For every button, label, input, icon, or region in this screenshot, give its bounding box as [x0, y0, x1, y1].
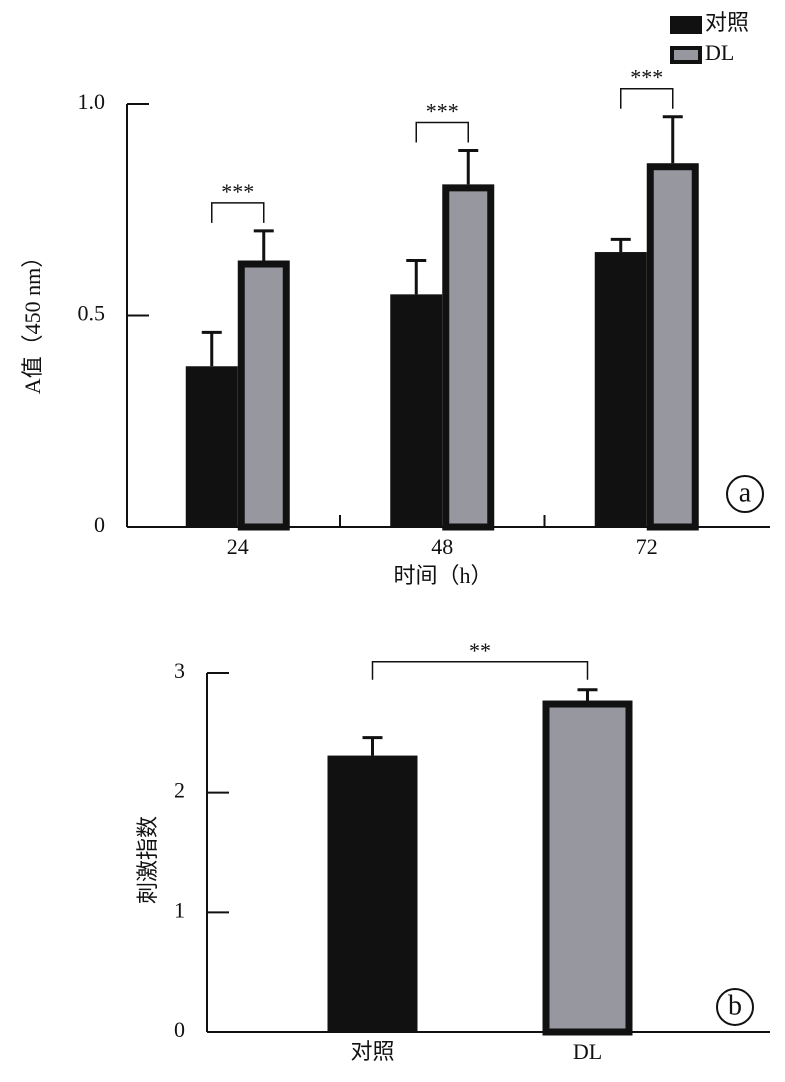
bar	[390, 294, 443, 527]
error-bar	[577, 688, 598, 701]
y-axis-label: 刺激指数	[135, 816, 160, 904]
error-bar	[253, 229, 274, 261]
bar	[594, 252, 647, 528]
error-bar	[406, 259, 427, 295]
legend-swatch	[670, 46, 702, 64]
significance-label: ***	[630, 65, 663, 90]
significance-label: **	[469, 638, 491, 663]
legend-swatch	[670, 16, 702, 34]
y-tick-label: 0.5	[78, 301, 106, 326]
bar	[646, 163, 699, 531]
significance-bracket	[211, 202, 265, 223]
x-tick-label: DL	[573, 1039, 602, 1064]
significance-label: ***	[221, 179, 254, 204]
significance-bracket	[415, 121, 469, 143]
y-axis-label: A值（450 nm）	[20, 246, 45, 395]
x-tick-label: 24	[227, 534, 249, 559]
y-tick-label: 3	[174, 658, 185, 683]
x-tick-label: 72	[636, 534, 658, 559]
bar	[542, 700, 633, 1036]
error-bar	[662, 115, 683, 164]
legend-label: 对照	[705, 10, 749, 35]
bar	[237, 260, 290, 531]
significance-bracket	[371, 661, 589, 680]
error-bar	[201, 330, 222, 367]
panel-badge	[716, 988, 754, 1026]
y-tick-label: 0	[174, 1017, 185, 1042]
panel-label: b	[728, 990, 742, 1021]
bar	[185, 366, 238, 527]
bar	[442, 184, 495, 531]
y-tick-label: 2	[174, 778, 185, 803]
error-bar	[362, 736, 383, 756]
error-bar	[610, 237, 631, 253]
x-tick-label: 48	[431, 534, 453, 559]
error-bar	[458, 149, 479, 185]
y-tick-label: 1	[174, 897, 185, 922]
panel-badge	[726, 475, 764, 513]
bar	[327, 755, 418, 1032]
y-tick-label: 1.0	[78, 89, 106, 114]
panel-label: a	[739, 477, 752, 508]
significance-label: ***	[426, 99, 459, 124]
y-tick-label: 0	[94, 512, 105, 537]
significance-bracket	[620, 87, 674, 109]
legend-label: DL	[705, 40, 734, 65]
x-tick-label: 对照	[350, 1039, 394, 1064]
x-axis-label: 时间（h）	[393, 563, 492, 588]
